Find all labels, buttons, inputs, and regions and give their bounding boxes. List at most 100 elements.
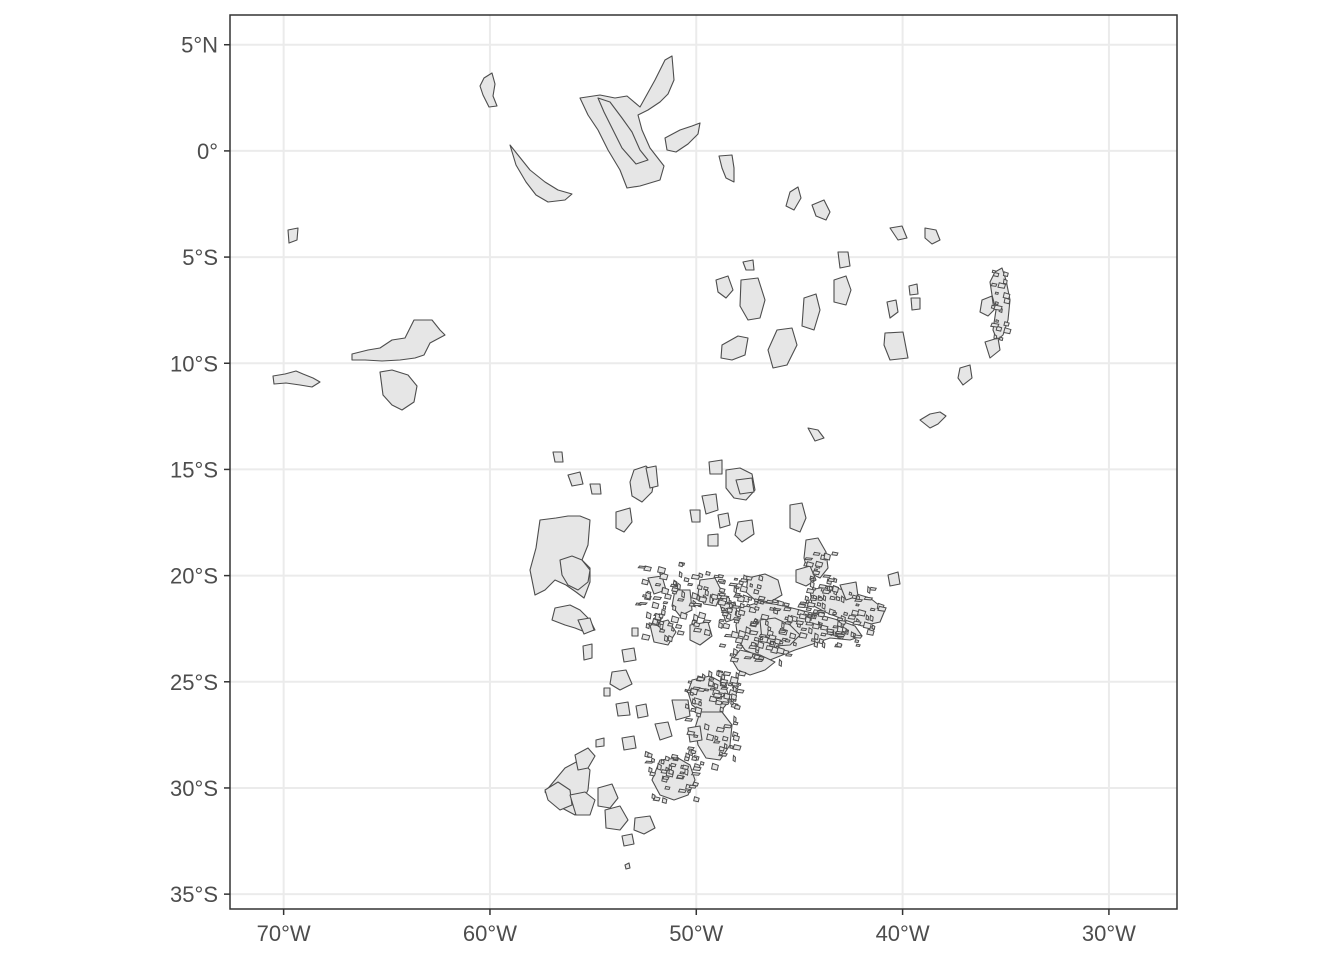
y-tick-label: 30°S bbox=[170, 776, 218, 801]
small-region-polygon bbox=[728, 582, 739, 587]
small-region-polygon bbox=[660, 758, 665, 765]
small-region-polygon bbox=[645, 622, 651, 630]
small-region-polygon bbox=[811, 614, 816, 618]
region-polygon bbox=[887, 571, 901, 587]
region-polygon bbox=[664, 122, 701, 153]
small-region-polygon bbox=[684, 717, 694, 722]
region-polygon bbox=[567, 471, 584, 487]
small-region-polygon bbox=[733, 704, 741, 710]
small-region-polygon bbox=[798, 631, 808, 639]
small-region-polygon bbox=[733, 594, 743, 598]
x-tick-label: 40°W bbox=[876, 921, 930, 946]
region-polygon bbox=[589, 483, 602, 495]
small-region-polygon bbox=[836, 617, 844, 622]
region-polygon bbox=[645, 465, 659, 489]
small-region-polygon bbox=[785, 653, 793, 657]
small-region-polygon bbox=[712, 740, 721, 744]
small-region-polygon bbox=[693, 734, 699, 738]
small-region-polygon bbox=[863, 596, 874, 601]
small-region-polygon bbox=[847, 614, 857, 620]
small-region-polygon bbox=[641, 633, 651, 641]
small-region-polygon bbox=[730, 630, 740, 639]
small-region-polygon bbox=[756, 640, 765, 649]
small-region-polygon bbox=[699, 760, 705, 766]
small-region-polygon bbox=[732, 754, 737, 763]
x-tick-label: 30°W bbox=[1082, 921, 1136, 946]
small-region-polygon bbox=[760, 613, 770, 621]
x-tick-label: 60°W bbox=[463, 921, 517, 946]
small-region-polygon bbox=[718, 745, 725, 752]
x-tick-label: 50°W bbox=[669, 921, 723, 946]
small-region-polygon bbox=[664, 785, 671, 791]
small-region-polygon bbox=[690, 573, 701, 580]
small-region-polygon bbox=[732, 617, 742, 621]
region-polygon bbox=[351, 319, 446, 362]
small-region-polygon bbox=[784, 638, 791, 643]
small-region-polygon bbox=[784, 621, 793, 625]
small-region-polygon bbox=[829, 595, 836, 601]
small-region-polygon bbox=[720, 686, 729, 690]
small-region-polygon bbox=[693, 621, 701, 628]
region-polygon bbox=[717, 512, 731, 529]
small-region-polygon bbox=[764, 619, 769, 627]
small-region-polygon bbox=[729, 656, 740, 663]
region-polygon bbox=[582, 643, 593, 661]
region-polygon bbox=[718, 154, 735, 183]
small-region-polygon bbox=[727, 682, 733, 687]
small-region-polygon bbox=[718, 587, 726, 593]
small-region-polygon bbox=[757, 655, 765, 660]
small-region-polygon bbox=[1002, 291, 1011, 300]
small-region-polygon bbox=[712, 692, 723, 699]
small-region-polygon bbox=[637, 601, 648, 605]
small-region-polygon bbox=[704, 688, 710, 692]
small-region-polygon bbox=[708, 670, 713, 678]
small-region-polygon bbox=[773, 608, 782, 612]
small-region-polygon bbox=[718, 592, 727, 597]
small-region-polygon bbox=[990, 322, 1000, 328]
small-region-polygon bbox=[678, 561, 684, 568]
small-region-polygon bbox=[805, 607, 813, 612]
y-tick-label: 25°S bbox=[170, 670, 218, 695]
small-region-polygon bbox=[691, 698, 696, 705]
small-region-polygon bbox=[730, 693, 738, 701]
small-region-polygon bbox=[713, 682, 719, 689]
small-region-polygon bbox=[697, 611, 707, 620]
small-region-polygon bbox=[816, 601, 822, 607]
small-region-polygon bbox=[769, 606, 775, 611]
region-polygon bbox=[603, 687, 611, 697]
small-region-polygon bbox=[813, 640, 819, 648]
region-polygon bbox=[739, 277, 766, 321]
small-region-polygon bbox=[707, 679, 715, 687]
region-polygon bbox=[701, 493, 719, 515]
small-region-polygon bbox=[689, 691, 694, 696]
small-region-polygon bbox=[836, 642, 843, 648]
small-region-polygon bbox=[736, 688, 745, 694]
small-region-polygon bbox=[768, 634, 777, 641]
small-region-polygon bbox=[753, 636, 760, 642]
y-tick-label: 15°S bbox=[170, 457, 218, 482]
region-polygon bbox=[574, 747, 596, 771]
small-region-polygon bbox=[769, 640, 775, 646]
small-region-polygon bbox=[819, 624, 829, 631]
region-polygon bbox=[621, 647, 637, 663]
small-region-polygon bbox=[722, 724, 733, 729]
region-polygon bbox=[569, 791, 596, 816]
small-region-polygon bbox=[840, 595, 845, 604]
region-polygon bbox=[801, 293, 821, 331]
small-region-polygon bbox=[651, 793, 656, 800]
small-region-polygon bbox=[677, 788, 687, 794]
small-region-polygon bbox=[729, 653, 735, 657]
x-tick-label: 70°W bbox=[257, 921, 311, 946]
region-polygon bbox=[789, 502, 807, 533]
small-region-polygon bbox=[720, 606, 726, 612]
small-region-polygon bbox=[732, 721, 739, 726]
small-region-polygon bbox=[869, 614, 874, 622]
small-region-polygon bbox=[717, 599, 727, 606]
region-polygon bbox=[552, 451, 564, 463]
small-region-polygon bbox=[877, 605, 887, 612]
y-tick-label: 5°N bbox=[181, 33, 218, 58]
region-polygon bbox=[595, 737, 605, 748]
small-region-polygon bbox=[843, 611, 849, 617]
small-region-polygon bbox=[681, 590, 686, 599]
small-region-polygon bbox=[683, 576, 690, 583]
